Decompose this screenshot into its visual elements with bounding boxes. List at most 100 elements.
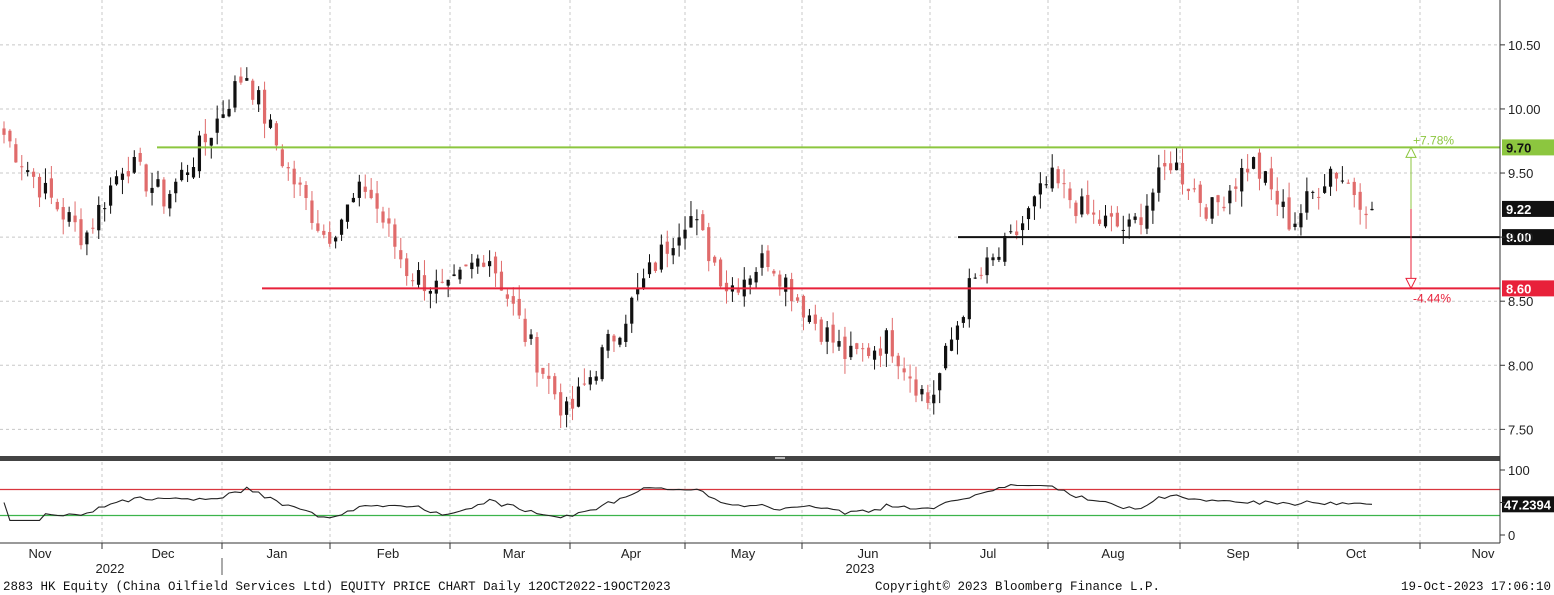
candle-down	[707, 222, 711, 272]
footer-copyright-text: Copyright© 2023 Bloomberg Finance L.P.	[875, 580, 1160, 594]
candle-body	[843, 336, 847, 359]
candle-up	[997, 247, 1001, 263]
candle-body	[653, 262, 658, 271]
candle-body	[322, 230, 326, 235]
candle-body	[695, 219, 699, 221]
candle-body	[1210, 197, 1214, 219]
candle-body	[1287, 197, 1291, 230]
candle-down	[369, 178, 373, 200]
candle-down	[908, 364, 912, 393]
candle-body	[559, 392, 563, 416]
candle-down	[8, 129, 12, 148]
candle-up	[221, 100, 225, 119]
candle-body	[855, 343, 859, 350]
candle-up	[529, 329, 533, 345]
candle-body	[1086, 194, 1090, 214]
price-tick-label: 9.00	[1508, 230, 1533, 245]
candle-body	[191, 167, 196, 178]
percent-change-label: -4.44%	[1413, 291, 1451, 305]
candle-down	[1186, 188, 1191, 200]
candle-up	[1293, 212, 1297, 231]
candle-body	[612, 335, 616, 342]
candle-down	[718, 257, 723, 289]
candle-body	[26, 170, 30, 173]
candle-body	[511, 296, 515, 304]
candle-body	[180, 169, 184, 181]
candle-body	[150, 187, 154, 193]
panel-separator	[0, 456, 1500, 461]
candle-body	[274, 123, 279, 146]
candle-body	[381, 211, 385, 223]
candle-body	[766, 250, 770, 267]
candle-body	[470, 262, 474, 270]
candle-body	[914, 379, 918, 396]
candle-body	[902, 368, 906, 373]
candle-body	[961, 317, 965, 323]
candle-up	[257, 86, 261, 113]
candle-body	[91, 227, 95, 229]
candle-body	[547, 375, 551, 379]
candle-body	[1115, 212, 1119, 227]
grid-layer	[0, 0, 1500, 543]
candle-body	[339, 219, 344, 235]
candle-body	[476, 258, 480, 267]
candle-up	[1305, 177, 1309, 220]
candle-body	[482, 262, 486, 267]
candle-body	[849, 345, 853, 358]
candle-down	[1234, 178, 1238, 202]
candle-body	[748, 278, 752, 285]
candle-body	[245, 78, 249, 81]
candle-up	[185, 164, 190, 183]
candle-body	[618, 337, 622, 345]
candle-up	[1328, 166, 1333, 196]
candle-up	[1145, 194, 1149, 235]
candle-up	[168, 190, 172, 217]
candle-down	[1204, 203, 1208, 222]
candle-up	[1003, 232, 1007, 266]
candle-down	[1346, 179, 1350, 184]
candle-body	[1340, 180, 1344, 182]
candle-up	[108, 177, 113, 214]
reference-value-box	[1502, 139, 1554, 156]
candle-up	[683, 216, 687, 250]
candle-body	[991, 257, 995, 261]
candle-down	[126, 156, 130, 184]
candle-down	[499, 260, 504, 291]
candle-down	[1192, 178, 1196, 193]
candle-up	[150, 172, 154, 206]
rsi-panel: 47.2394	[0, 484, 1554, 521]
candle-body	[517, 298, 521, 316]
candle-down	[831, 312, 835, 354]
candle-body	[1038, 183, 1042, 195]
month-label: Apr	[621, 546, 642, 561]
candle-body	[452, 274, 456, 277]
month-label: Sep	[1226, 546, 1249, 561]
candle-body	[132, 156, 136, 173]
candle-body	[938, 373, 942, 391]
candle-body	[553, 376, 557, 395]
candle-up	[1263, 170, 1268, 186]
candle-body	[251, 80, 255, 100]
rsi-value-label: 47.2394	[1504, 497, 1552, 512]
candle-body	[369, 189, 373, 199]
footer-left-text: 2883 HK Equity (China Oilfield Services …	[3, 580, 671, 594]
candle-down	[328, 221, 332, 247]
candle-down	[1092, 199, 1096, 224]
candle-up	[920, 385, 924, 402]
candle-body	[790, 279, 794, 302]
candle-up	[760, 244, 764, 276]
candle-down	[55, 198, 59, 212]
candle-body	[1228, 190, 1232, 204]
candle-body	[713, 256, 717, 263]
candle-up	[671, 237, 675, 265]
candle-body	[334, 237, 338, 242]
candle-body	[523, 318, 527, 342]
month-label: May	[731, 546, 756, 561]
candle-body	[624, 323, 628, 342]
candle-down	[1364, 206, 1368, 229]
candle-body	[1311, 191, 1315, 193]
candle-down	[304, 181, 308, 211]
candle-down	[138, 147, 142, 166]
candle-down	[1115, 206, 1119, 228]
candle-up	[677, 223, 681, 257]
